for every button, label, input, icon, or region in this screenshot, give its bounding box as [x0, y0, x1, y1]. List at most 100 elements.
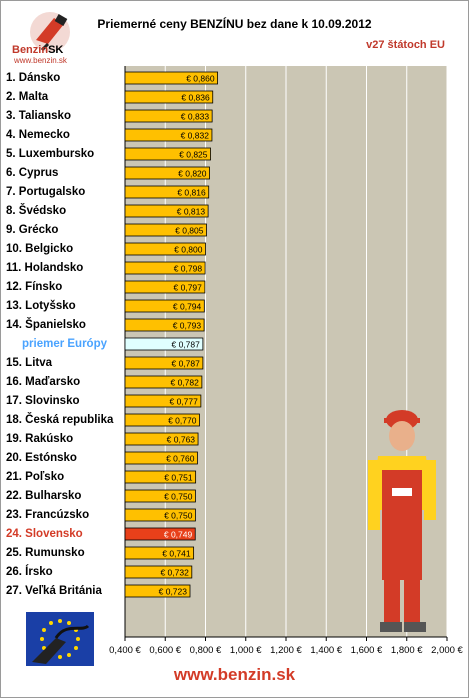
- category-label: 18. Česká republika: [6, 414, 114, 426]
- category-label: 7. Portugalsko: [6, 186, 86, 198]
- category-label: 13. Lotyšsko: [6, 300, 76, 312]
- logo-wordmark: BenzinSK: [12, 44, 63, 56]
- x-tick-label: 2,000 €: [431, 645, 463, 656]
- x-tick-label: 1,600 €: [351, 645, 383, 656]
- bar-value-label: € 0,794: [173, 302, 202, 312]
- x-tick-label: 1,400 €: [310, 645, 342, 656]
- bar-value-label: € 0,741: [162, 549, 191, 559]
- bar: [124, 299, 205, 313]
- category-label: 12. Fínsko: [6, 281, 63, 293]
- benzin-logo: [6, 10, 90, 66]
- footer-url: www.benzin.sk: [173, 665, 296, 684]
- bar: [124, 185, 210, 199]
- bar-value-label: € 0,813: [177, 207, 206, 217]
- logo-url: www.benzin.sk: [14, 56, 67, 65]
- average-bar: [124, 337, 204, 351]
- category-label: 9. Grécko: [6, 224, 59, 236]
- bar: [124, 470, 197, 484]
- bar-value-label: € 0,798: [174, 264, 203, 274]
- bar-value-label: € 0,787: [172, 359, 201, 369]
- logo-word-suffix: SK: [48, 44, 64, 56]
- bar: [124, 375, 203, 389]
- bar-value-label: € 0,820: [178, 169, 207, 179]
- category-label: 24. Slovensko: [6, 528, 83, 540]
- bar-value-label: € 0,723: [159, 587, 188, 597]
- bar: [124, 318, 205, 332]
- bar-value-label: € 0,750: [164, 511, 193, 521]
- bar-value-label: € 0,805: [175, 226, 204, 236]
- bar: [124, 223, 207, 237]
- bar: [124, 128, 213, 142]
- bar: [124, 90, 214, 104]
- fuel-nozzle-logo-icon: [30, 12, 70, 52]
- worker-mascot-icon: [368, 410, 436, 632]
- category-label: 6. Cyprus: [6, 167, 59, 179]
- bar-value-label: € 0,770: [168, 416, 197, 426]
- category-label-average: priemer Európy: [22, 338, 107, 350]
- chart-title: Priemerné ceny BENZÍNU bez dane k 10.09.…: [97, 17, 372, 31]
- bar: [124, 109, 213, 123]
- bar-value-label: € 0,797: [174, 283, 203, 293]
- category-label: 19. Rakúsko: [6, 433, 74, 445]
- bar: [124, 584, 191, 598]
- category-label: 14. Španielsko: [6, 319, 86, 331]
- logo-word-main: Benzin: [12, 44, 49, 56]
- bar: [124, 489, 196, 503]
- category-label: 23. Francúzsko: [6, 509, 90, 521]
- eu-flag-icon: [26, 612, 94, 666]
- bar-value-label: € 0,763: [167, 435, 196, 445]
- bar: [124, 71, 218, 85]
- category-label: 1. Dánsko: [6, 72, 61, 84]
- x-tick-label: 1,800 €: [391, 645, 423, 656]
- bar-value-label: € 0,832: [181, 131, 210, 141]
- bar: [124, 147, 211, 161]
- bar-value-label: € 0,825: [179, 150, 208, 160]
- bar-value-label: € 0,732: [160, 568, 189, 578]
- category-label: 4. Nemecko: [6, 129, 70, 141]
- category-label: 27. Veľká Británia: [6, 585, 102, 597]
- bar: [124, 508, 196, 522]
- bar-value-label: € 0,760: [166, 454, 195, 464]
- category-label: 22. Bulharsko: [6, 490, 82, 502]
- category-label: 8. Švédsko: [6, 205, 67, 217]
- bar-value-label: € 0,749: [164, 530, 193, 540]
- bar: [124, 356, 204, 370]
- chart-subtitle: v27 štátoch EU: [366, 39, 445, 51]
- category-label: 3. Taliansko: [6, 110, 71, 122]
- bar-value-label: € 0,787: [172, 340, 201, 350]
- category-label: 2. Malta: [6, 91, 49, 103]
- bar-value-label: € 0,836: [181, 93, 210, 103]
- bar: [124, 242, 206, 256]
- bar: [124, 413, 200, 427]
- bar-value-label: € 0,800: [174, 245, 203, 255]
- bar-value-label: € 0,751: [164, 473, 193, 483]
- bar-value-label: € 0,816: [177, 188, 206, 198]
- eu-flag-image: [26, 612, 94, 666]
- category-label: 17. Slovinsko: [6, 395, 80, 407]
- category-label: 26. Írsko: [6, 566, 53, 578]
- bar-value-label: € 0,833: [181, 112, 210, 122]
- bar: [124, 546, 195, 560]
- x-tick-label: 1,200 €: [270, 645, 302, 656]
- x-tick-label: 0,600 €: [149, 645, 181, 656]
- x-tick-label: 0,800 €: [190, 645, 222, 656]
- category-label: 20. Estónsko: [6, 452, 77, 464]
- bar-value-label: € 0,860: [186, 74, 215, 84]
- category-label: 25. Rumunsko: [6, 547, 85, 559]
- bar: [124, 204, 209, 218]
- bar: [124, 565, 193, 579]
- bar: [124, 280, 206, 294]
- mascot-worker-image: [362, 400, 442, 640]
- bar-value-label: € 0,782: [171, 378, 200, 388]
- bar-value-label: € 0,793: [173, 321, 202, 331]
- bar-value-label: € 0,777: [169, 397, 198, 407]
- category-label: 16. Maďarsko: [6, 376, 81, 388]
- category-label: 21. Poľsko: [6, 471, 65, 483]
- bar: [124, 451, 198, 465]
- category-label: 5. Luxembursko: [6, 148, 95, 160]
- category-label: 10. Belgicko: [6, 243, 74, 255]
- highlight-bar: [124, 527, 196, 541]
- category-label: 15. Litva: [6, 357, 53, 369]
- bar: [124, 432, 199, 446]
- bar: [124, 394, 202, 408]
